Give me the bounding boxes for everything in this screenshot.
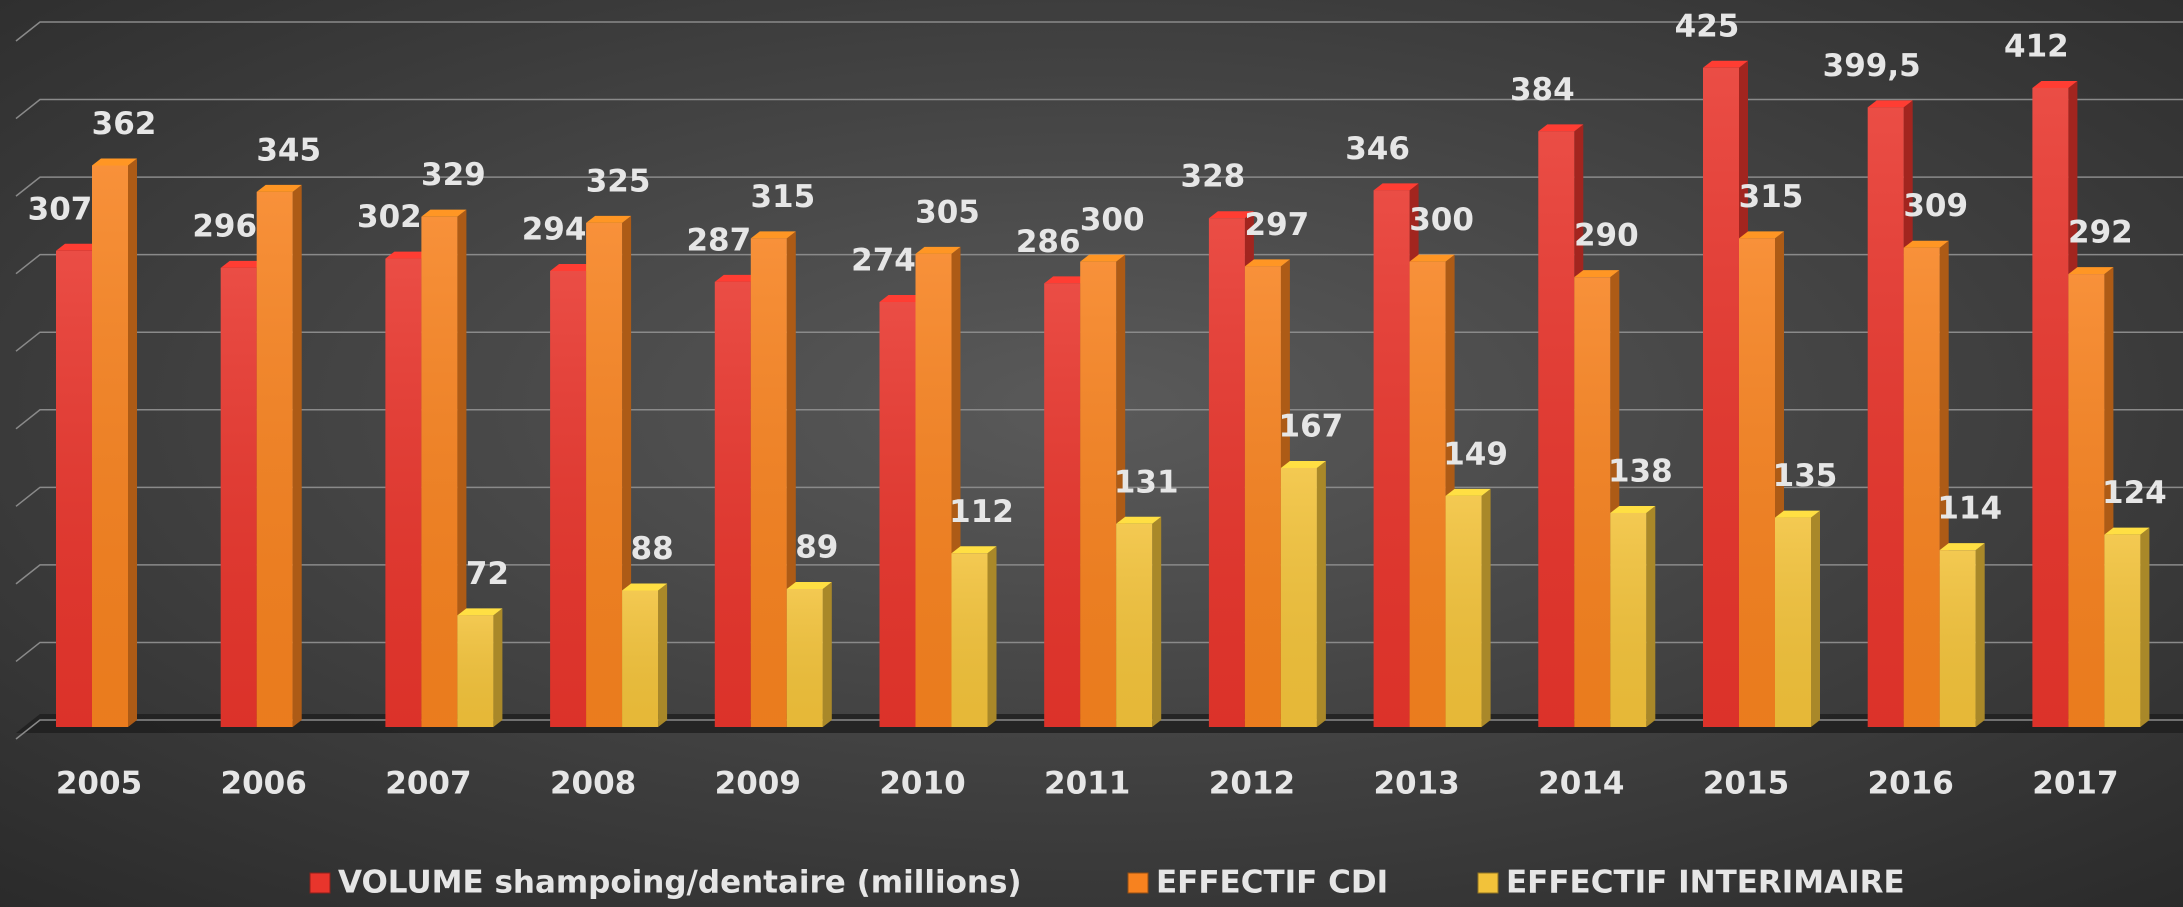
bar xyxy=(1703,60,1748,728)
data-label: 297 xyxy=(1245,207,1310,243)
data-label: 345 xyxy=(256,132,321,168)
data-label: 88 xyxy=(631,531,674,567)
data-label: 399,5 xyxy=(1823,48,1921,84)
x-tick-label: 2016 xyxy=(1868,766,1954,802)
data-label: 412 xyxy=(2004,28,2069,64)
data-label: 328 xyxy=(1181,159,1246,195)
x-tick-label: 2011 xyxy=(1044,766,1130,802)
data-label: 300 xyxy=(1080,202,1145,238)
data-label: 286 xyxy=(1016,224,1081,260)
data-label: 124 xyxy=(2102,475,2167,511)
data-label: 296 xyxy=(192,208,257,244)
data-label: 346 xyxy=(1345,131,1410,167)
bar xyxy=(1903,240,1949,727)
bar xyxy=(421,209,467,727)
data-label: 292 xyxy=(2068,215,2133,251)
data-label: 315 xyxy=(750,179,815,215)
grid-line xyxy=(15,331,2183,352)
data-label: 112 xyxy=(949,494,1014,530)
data-label: 138 xyxy=(1608,453,1673,489)
grid-line xyxy=(15,21,2183,42)
data-label: 384 xyxy=(1510,72,1575,108)
grid-line xyxy=(15,176,2183,197)
bar xyxy=(2104,527,2150,727)
bar xyxy=(1610,505,1656,727)
data-label: 135 xyxy=(1773,458,1838,494)
bar xyxy=(1044,276,1090,727)
bar xyxy=(1445,488,1491,727)
bar xyxy=(1280,460,1326,727)
legend-label: EFFECTIF CDI xyxy=(1156,865,1388,901)
legend-swatch xyxy=(1127,872,1149,894)
bar xyxy=(786,581,832,727)
bar xyxy=(1939,543,1985,727)
x-tick-label: 2005 xyxy=(56,766,142,802)
bar xyxy=(622,583,668,727)
data-label: 305 xyxy=(915,194,980,230)
bar xyxy=(750,231,796,727)
data-label: 287 xyxy=(686,222,751,258)
data-label: 300 xyxy=(1409,202,1474,238)
data-label: 294 xyxy=(522,211,587,247)
data-label: 309 xyxy=(1903,188,1968,224)
x-tick-label: 2013 xyxy=(1373,766,1459,802)
data-label: 131 xyxy=(1114,464,1179,500)
bar xyxy=(92,158,137,727)
data-label: 302 xyxy=(357,199,422,235)
x-tick-label: 2012 xyxy=(1209,766,1295,802)
x-tick-label: 2015 xyxy=(1703,766,1789,802)
grid-line xyxy=(15,409,2183,430)
data-label: 149 xyxy=(1443,436,1508,472)
bar xyxy=(1244,259,1290,727)
data-label: 315 xyxy=(1739,179,1804,215)
x-tick-label: 2009 xyxy=(715,766,801,802)
data-label: 362 xyxy=(92,106,157,142)
x-tick-label: 2008 xyxy=(550,766,636,802)
bar xyxy=(457,608,503,727)
data-label: 307 xyxy=(28,191,93,227)
bar xyxy=(2068,267,2114,727)
bar xyxy=(1775,510,1820,727)
x-tick-label: 2007 xyxy=(385,766,471,802)
bar xyxy=(714,274,760,727)
bar xyxy=(879,294,925,727)
data-label: 167 xyxy=(1279,408,1344,444)
grid-line xyxy=(15,98,2183,120)
legend-swatch xyxy=(1477,872,1499,894)
legend-swatch xyxy=(309,872,331,894)
bar xyxy=(1080,254,1126,727)
bar xyxy=(951,546,997,727)
x-tick-label: 2006 xyxy=(221,766,307,802)
bar xyxy=(1116,516,1162,727)
x-tick-label: 2017 xyxy=(2032,766,2118,802)
data-label: 425 xyxy=(1675,8,1740,44)
data-label: 114 xyxy=(1937,491,2002,527)
data-label: 274 xyxy=(851,242,916,278)
bar xyxy=(256,184,302,727)
grid-line xyxy=(15,486,2183,507)
bar xyxy=(1739,231,1784,727)
data-label: 290 xyxy=(1574,218,1639,254)
grid-line xyxy=(15,253,2183,275)
bar xyxy=(1373,183,1419,727)
data-label: 325 xyxy=(586,163,651,199)
bar xyxy=(1409,254,1455,727)
bar xyxy=(550,263,596,727)
x-tick-label: 2010 xyxy=(879,766,965,802)
bar xyxy=(1538,124,1584,727)
bar xyxy=(385,251,431,727)
data-label: 329 xyxy=(421,157,486,193)
legend-label: VOLUME shampoing/dentaire (millions) xyxy=(338,865,1022,901)
x-tick-label: 2014 xyxy=(1538,766,1624,802)
legend-label: EFFECTIF INTERIMAIRE xyxy=(1506,865,1905,901)
data-label: 72 xyxy=(466,556,509,592)
data-label: 89 xyxy=(795,529,838,565)
